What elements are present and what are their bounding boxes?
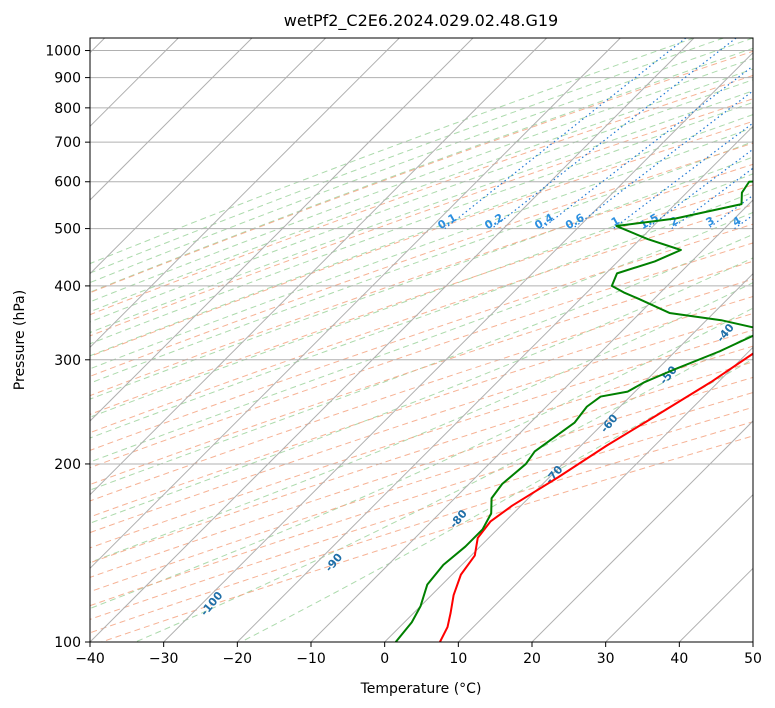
isotherm-line: [90, 38, 548, 496]
moist-adiabat-line: [90, 156, 753, 400]
x-axis-ticks: −40 −30 −20 −10 0 10 20 30 40 50: [75, 642, 762, 667]
moist-adiabat-line: [90, 79, 753, 323]
mixing-ratio-line: [646, 148, 753, 230]
mixing-ratio-line: [572, 90, 753, 230]
dry-adiabat-line: [90, 163, 753, 397]
y-axis-label: Pressure (hPa): [12, 290, 28, 390]
moist-adiabat-line: [90, 114, 753, 357]
isotherm-line: [90, 38, 474, 422]
isotherm-line: [90, 38, 327, 275]
moist-adiabat-line: [90, 38, 753, 284]
moist-adiabat-line: [90, 38, 695, 265]
y-axis-ticks: 100 200 300 400 500 600 700 800 900 1000: [45, 44, 90, 651]
profile-series-line-2: [394, 180, 753, 642]
isotherm-line: [605, 493, 753, 642]
moist-adiabat-line: [90, 101, 753, 345]
y-tick-label: 1000: [45, 44, 81, 60]
y-tick-label: 300: [54, 353, 81, 369]
isotherm-line: [310, 199, 753, 642]
moist-adiabat-line: [90, 127, 753, 370]
dry-adiabat-line: [90, 345, 753, 564]
moist-adiabat-line: [90, 47, 753, 293]
isotherm-line: [531, 420, 753, 642]
isotherm-line: [236, 125, 753, 642]
isotherm-line: [457, 346, 753, 642]
isotherm-line: [163, 51, 753, 642]
y-tick-label: 500: [54, 222, 81, 238]
dry-adiabat-line: [90, 184, 753, 415]
dry-adiabat-line: [90, 329, 753, 549]
y-tick-label: 200: [54, 457, 81, 473]
profile-series-line-1: [439, 352, 753, 642]
x-tick-label: 10: [449, 651, 467, 667]
plot-area: 0.10.20.40.611.52346810131620253036-100-…: [90, 38, 753, 642]
dry-adiabat-line: [90, 120, 753, 357]
plot-frame: [89, 37, 754, 643]
isotherm-line: [90, 38, 695, 642]
moist-adiabat-line: [90, 58, 753, 303]
moist-adiabat-line: [90, 257, 753, 524]
dry-adiabat-line: [90, 98, 753, 337]
x-tick-label: 20: [523, 651, 541, 667]
moist-adiabat-line: [90, 211, 753, 463]
y-tick-label: 600: [54, 175, 81, 191]
dry-adiabat-line: [90, 361, 753, 578]
y-tick-label: 700: [54, 135, 81, 151]
dry-adiabat-line: [90, 204, 753, 434]
profile-series: [394, 180, 753, 642]
dry-adiabats: [90, 50, 753, 642]
dry-adiabat-line: [90, 223, 753, 451]
moist-adiabat-line: [90, 233, 753, 491]
isotherms: [90, 38, 753, 642]
y-tick-label: 800: [54, 101, 81, 117]
y-tick-label: 400: [54, 279, 81, 295]
isotherm-line: [90, 38, 621, 570]
isotherm-line: [90, 38, 400, 349]
y-tick-label: 900: [54, 71, 81, 87]
isotherm-line: [90, 38, 253, 201]
y-tick-label: 100: [54, 635, 81, 651]
mixing-ratio-lines: [444, 38, 753, 230]
x-tick-label: −30: [149, 651, 179, 667]
x-tick-label: 50: [744, 651, 762, 667]
x-tick-label: −10: [296, 651, 326, 667]
moist-adiabat-line: [90, 173, 753, 418]
x-tick-label: 30: [597, 651, 615, 667]
x-tick-label: −20: [223, 651, 253, 667]
dry-adiabat-line: [90, 376, 753, 593]
isotherm-line: [384, 272, 753, 642]
pressure-gridlines: [90, 50, 753, 642]
mixing-ratio-line: [444, 38, 687, 230]
x-tick-label: 0: [380, 651, 389, 667]
x-tick-label: −40: [75, 651, 105, 667]
x-axis-label: Temperature (°C): [360, 681, 482, 697]
moist-adiabat-line: [90, 282, 753, 563]
dry-adiabat-line: [90, 142, 753, 377]
chart-title: wetPf2_C2E6.2024.029.02.48.G19: [284, 11, 558, 31]
moist-adiabat-line: [90, 38, 724, 274]
x-tick-label: 40: [670, 651, 688, 667]
